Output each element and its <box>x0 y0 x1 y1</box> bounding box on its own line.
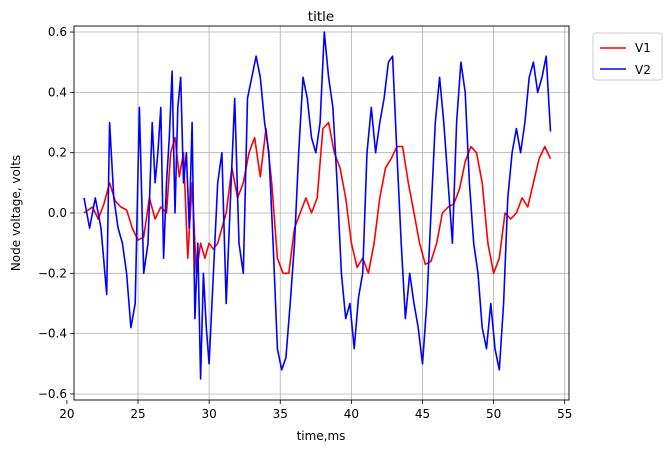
series-line-v2 <box>83 31 552 380</box>
legend-box <box>592 32 663 81</box>
y-tick-label: 0.2 <box>48 146 67 160</box>
x-tick-label: 55 <box>557 407 572 421</box>
x-tick-label: 20 <box>59 407 74 421</box>
x-tick-label: 35 <box>273 407 288 421</box>
x-tick-label: 25 <box>130 407 145 421</box>
legend: V1 V2 <box>592 32 663 81</box>
y-tick-label: −0.6 <box>38 387 67 401</box>
x-tick-label: 50 <box>486 407 501 421</box>
series-lines <box>83 31 552 380</box>
x-tick-label: 40 <box>344 407 359 421</box>
x-tick-label: 45 <box>415 407 430 421</box>
series-line-v1 <box>83 121 552 275</box>
chart-title: title <box>308 9 334 25</box>
axis-ticks: 20 25 30 35 40 45 50 55 −0.6 −0.4 −0.2 0.0 0.2 0.4 0.6 <box>38 25 573 421</box>
y-tick-label: 0.0 <box>48 206 67 220</box>
y-axis-label: Node voltage, volts <box>9 155 23 271</box>
y-tick-label: −0.2 <box>38 266 67 280</box>
legend-label-v2: V2 <box>635 63 651 77</box>
x-tick-label: 30 <box>201 407 216 421</box>
y-tick-label: 0.6 <box>48 25 67 39</box>
x-axis-label: time,ms <box>297 429 346 443</box>
y-tick-label: −0.4 <box>38 327 67 341</box>
legend-label-v1: V1 <box>635 41 651 55</box>
y-tick-label: 0.4 <box>48 85 67 99</box>
